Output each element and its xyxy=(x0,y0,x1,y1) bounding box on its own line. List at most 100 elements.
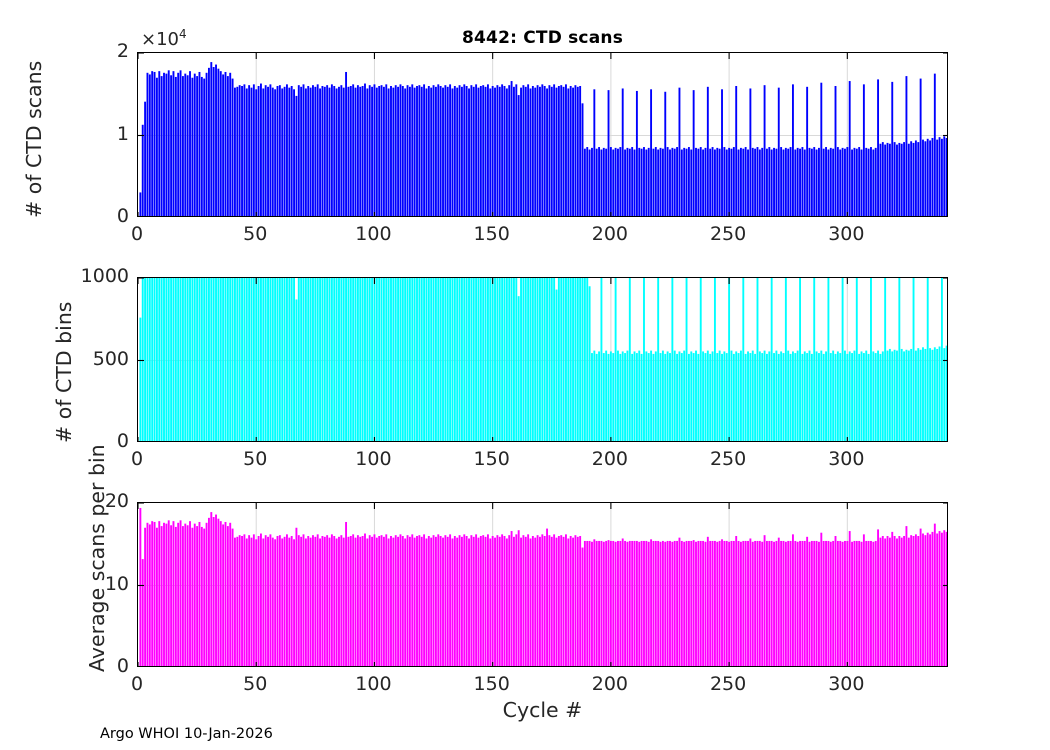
bar xyxy=(316,278,319,441)
bar xyxy=(884,278,887,441)
bar xyxy=(926,278,929,441)
bar-series xyxy=(139,62,947,216)
bar xyxy=(593,350,596,441)
bar xyxy=(612,149,615,216)
bar xyxy=(827,149,830,216)
bar xyxy=(385,84,388,216)
bar xyxy=(347,86,350,216)
bar xyxy=(579,536,582,666)
bar xyxy=(179,70,182,216)
bar xyxy=(494,278,496,441)
bar xyxy=(586,147,589,216)
bar xyxy=(773,147,775,216)
bar xyxy=(870,147,872,216)
bar xyxy=(765,148,768,216)
bar xyxy=(470,278,473,441)
bar xyxy=(943,530,946,666)
bar xyxy=(290,536,293,666)
bar xyxy=(515,84,518,216)
bar xyxy=(342,87,345,216)
bar xyxy=(314,278,317,441)
bar xyxy=(486,534,489,666)
bar xyxy=(702,540,705,666)
x-tick-label: 0 xyxy=(130,673,144,695)
bar xyxy=(224,71,227,216)
bar xyxy=(241,86,243,216)
bar xyxy=(475,84,478,216)
bar xyxy=(141,124,144,216)
bar xyxy=(200,278,203,441)
bar xyxy=(765,540,768,666)
bar xyxy=(550,536,553,666)
bar xyxy=(167,70,170,216)
bar xyxy=(146,278,149,441)
bar xyxy=(430,278,433,441)
bar xyxy=(243,84,246,216)
bar xyxy=(855,148,858,216)
bar xyxy=(529,538,532,666)
bar xyxy=(685,540,688,666)
bar xyxy=(553,84,556,216)
bar xyxy=(848,81,851,216)
bar xyxy=(144,101,147,216)
bar xyxy=(598,351,601,441)
bar xyxy=(666,351,669,441)
bar xyxy=(408,278,411,441)
bar xyxy=(196,76,199,216)
bar xyxy=(354,278,357,441)
bar xyxy=(851,353,853,441)
bar xyxy=(666,540,669,666)
bar xyxy=(792,84,794,216)
bar xyxy=(361,86,364,216)
bar xyxy=(583,148,586,216)
bar xyxy=(449,278,452,441)
bar xyxy=(293,278,295,441)
bar xyxy=(780,147,783,216)
bar xyxy=(933,347,936,441)
bar xyxy=(777,87,780,216)
bar xyxy=(891,81,894,216)
bar xyxy=(378,536,381,666)
bar xyxy=(732,353,735,441)
bar xyxy=(562,86,565,216)
bar xyxy=(841,147,844,216)
bar xyxy=(264,85,267,216)
bar xyxy=(870,540,872,666)
bar xyxy=(262,538,265,666)
x-tick-label: 300 xyxy=(828,448,865,470)
bar xyxy=(692,540,695,666)
bar xyxy=(763,85,766,216)
bar xyxy=(695,147,697,216)
bar xyxy=(687,147,690,216)
bar xyxy=(704,541,707,666)
bar xyxy=(524,536,527,666)
bar xyxy=(250,278,253,441)
bar xyxy=(460,536,463,666)
y-tick-label: 1 xyxy=(116,122,129,145)
bar xyxy=(893,142,896,216)
bar xyxy=(420,86,423,216)
bar xyxy=(576,278,579,441)
bar xyxy=(212,278,215,441)
bar xyxy=(576,86,579,216)
bar xyxy=(619,353,622,441)
bar xyxy=(917,142,920,216)
bar xyxy=(929,140,932,216)
bar xyxy=(503,278,506,441)
bar xyxy=(640,353,643,441)
bar xyxy=(359,536,362,666)
bar xyxy=(304,538,307,666)
bar xyxy=(912,278,915,441)
bar xyxy=(536,85,539,216)
bar xyxy=(522,535,525,666)
bar xyxy=(669,353,671,441)
bar xyxy=(732,540,735,666)
bar xyxy=(763,350,766,441)
bar xyxy=(486,278,489,441)
bar xyxy=(926,532,929,666)
bar xyxy=(605,148,608,216)
bar xyxy=(808,147,811,216)
bar xyxy=(803,540,806,666)
bar xyxy=(699,147,702,216)
bar xyxy=(730,540,733,666)
